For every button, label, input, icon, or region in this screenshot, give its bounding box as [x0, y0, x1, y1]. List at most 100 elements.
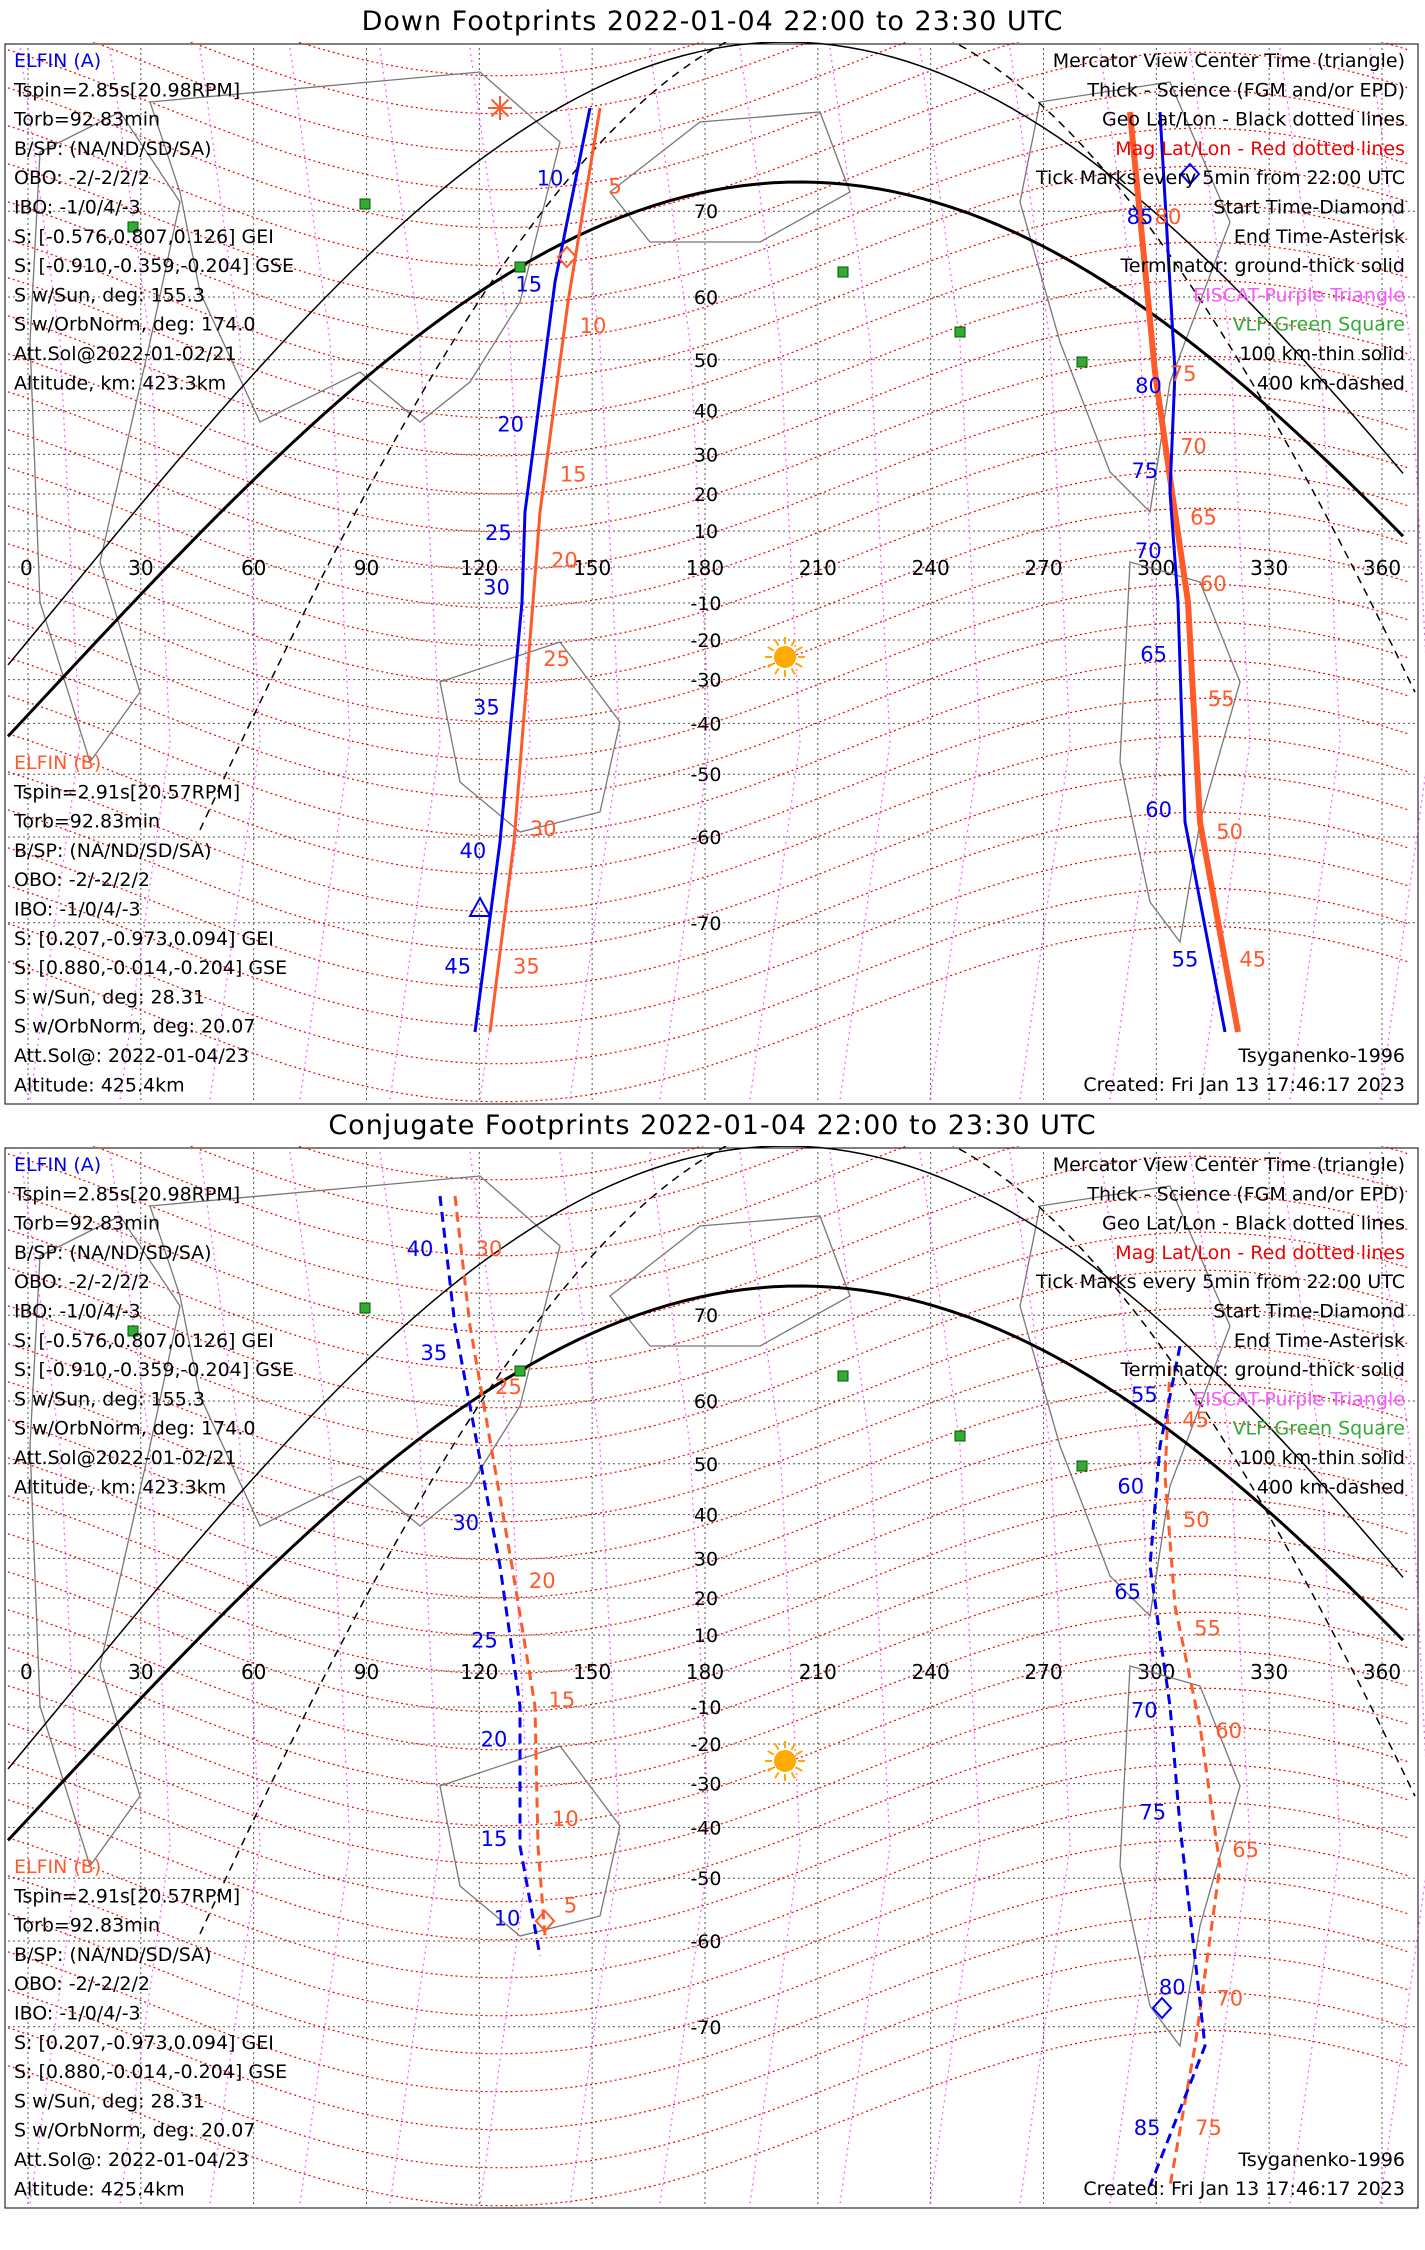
- terminator-100km: [7, 42, 1404, 666]
- mag-latitude-line: [7, 925, 1409, 1103]
- elfin-b-info-line: Att.Sol@: 2022-01-04/23: [14, 1045, 249, 1067]
- mag-meridian-line: [199, 47, 261, 1101]
- sun-ray: [795, 646, 803, 652]
- model-name: Tsyganenko-1996: [1237, 2149, 1405, 2171]
- elfin-a-info-line: B/SP: (NA/ND/SD/SA): [14, 138, 212, 160]
- elfin-b-tick-label: 20: [529, 1569, 556, 1593]
- mag-meridian-line: [919, 47, 981, 1101]
- vlf-station-marker: [359, 198, 371, 210]
- latitude-label: -10: [690, 593, 721, 615]
- elfin-a-tick-label: 40: [460, 839, 487, 863]
- latitude-label: -30: [690, 1774, 721, 1796]
- elfin-b-info-line: IBO: -1/0/4/-3: [14, 2003, 141, 2025]
- mag-latitude-line: [7, 1269, 1409, 1447]
- mag-meridian-line: [1279, 47, 1341, 1101]
- mag-latitude-line: [7, 659, 1409, 837]
- elfin-a-info-line: IBO: -1/0/4/-3: [14, 197, 141, 219]
- sun-ray: [795, 1766, 803, 1772]
- elfin-a-info-line: Att.Sol@2022-01-02/21: [14, 343, 237, 365]
- mag-latitude-line: [7, 887, 1409, 1065]
- legend-line: 100 km-thin solid: [1239, 343, 1405, 365]
- legend-line: Thick - Science (FGM and/or EPD): [1086, 1183, 1405, 1205]
- vlf-station-marker: [1076, 356, 1088, 368]
- elfin-a-tick-label: 25: [471, 1629, 498, 1653]
- longitude-label: 60: [241, 1660, 266, 1684]
- elfin-b-info-line: Att.Sol@: 2022-01-04/23: [14, 2149, 249, 2171]
- elfin-a-tick-label: 45: [444, 955, 471, 979]
- longitude-label: 30: [128, 556, 153, 580]
- sun-ray: [790, 667, 796, 675]
- mag-latitude-line: [7, 1991, 1409, 2169]
- elfin-b-heading: ELFIN (B): [14, 752, 101, 774]
- mag-latitude-line: [7, 1345, 1409, 1523]
- mag-meridian-line: [1099, 1151, 1161, 2205]
- elfin-a-tick-label: 80: [1159, 1976, 1186, 2000]
- elfin-b-info-line: OBO: -2/-2/2/2: [14, 1973, 150, 1995]
- elfin-b-tick-label: 45: [1239, 948, 1266, 972]
- elfin-a-tick-label: 60: [1145, 798, 1172, 822]
- elfin-a-info-line: Torb=92.83min: [13, 1213, 160, 1235]
- mag-meridian-line: [1009, 1151, 1071, 2205]
- mag-meridian-line: [739, 1151, 801, 2205]
- mag-latitude-line: [189, 1146, 811, 1219]
- longitude-label: 360: [1363, 556, 1401, 580]
- longitude-label: 0: [20, 1660, 33, 1684]
- mag-latitude-line: [7, 1687, 1409, 1865]
- elfin-b-tick-label: 25: [495, 1375, 522, 1399]
- elfin-a-tick-label: 10: [494, 1907, 521, 1931]
- continent-outline: [29, 1215, 181, 1868]
- mag-latitude-line: [7, 1459, 1409, 1637]
- mag-meridian-line: [1099, 47, 1161, 1101]
- elfin-a-tick-label: 40: [407, 1237, 434, 1261]
- legend-line: 400 km-dashed: [1257, 372, 1405, 394]
- elfin-b-tick-label: 25: [543, 647, 570, 671]
- elfin-a-tick-label: 70: [1131, 1699, 1158, 1723]
- mag-latitude-line: [7, 89, 1409, 267]
- continent-outline: [29, 111, 181, 764]
- legend-line: Mercator View Center Time (triangle): [1053, 50, 1405, 72]
- mag-meridian-line: [379, 47, 441, 1101]
- latitude-label: 70: [694, 1305, 718, 1327]
- mag-latitude-line: [7, 1725, 1409, 1903]
- legend-line: Thick - Science (FGM and/or EPD): [1086, 79, 1405, 101]
- mag-latitude-line: [7, 127, 1409, 305]
- elfin-b-track-east: [1127, 111, 1241, 1033]
- continent-outline: [1019, 1185, 1231, 1618]
- start-diamond-marker: [534, 1909, 556, 1933]
- elfin-a-info-line: Torb=92.83min: [13, 109, 160, 131]
- vlf-station-marker: [127, 221, 139, 233]
- mag-meridian-line: [289, 1151, 351, 2205]
- mag-latitude-line: [7, 1421, 1409, 1599]
- sun-ray: [774, 1771, 780, 1779]
- latitude-label: -20: [690, 1734, 721, 1756]
- mag-latitude-line: [7, 583, 1409, 761]
- latitude-label: 70: [694, 201, 718, 223]
- terminator-400km: [199, 1146, 1416, 1935]
- continent-outline: [609, 1215, 851, 1347]
- elfin-b-info-line: Tspin=2.91s[20.57RPM]: [13, 1885, 240, 1907]
- elfin-a-tick-label: 35: [421, 1341, 448, 1365]
- continent-outline: [1119, 561, 1241, 944]
- mag-latitude-line: [7, 1801, 1409, 1979]
- latitude-label: 10: [694, 1625, 718, 1647]
- longitude-label: 60: [241, 556, 266, 580]
- vlf-station-marker: [1076, 1460, 1088, 1472]
- vlf-station-marker: [837, 266, 849, 278]
- elfin-b-info-line: Tspin=2.91s[20.57RPM]: [13, 781, 240, 803]
- terminator-ground: [6, 180, 1405, 738]
- latitude-label: 40: [694, 401, 718, 423]
- latitude-label: 10: [694, 521, 718, 543]
- latitude-label: 50: [694, 350, 718, 372]
- start-diamond-marker: [556, 245, 578, 269]
- legend-line: VLF-Green Square: [1232, 314, 1405, 336]
- elfin-a-tick-label: 60: [1117, 1475, 1144, 1499]
- elfin-a-tick-label: 25: [485, 521, 512, 545]
- mag-latitude-line: [7, 279, 1409, 457]
- terminator-400km: [199, 42, 1416, 831]
- mag-latitude-line: [7, 735, 1409, 913]
- elfin-a-info-line: S: [-0.910,-0.359,-0.204] GSE: [14, 255, 294, 277]
- sun-ray: [795, 662, 803, 668]
- vlf-station-marker: [127, 1325, 139, 1337]
- elfin-b-info-line: S w/Sun, deg: 28.31: [14, 986, 205, 1008]
- elfin-a-info-line: OBO: -2/-2/2/2: [14, 1271, 150, 1293]
